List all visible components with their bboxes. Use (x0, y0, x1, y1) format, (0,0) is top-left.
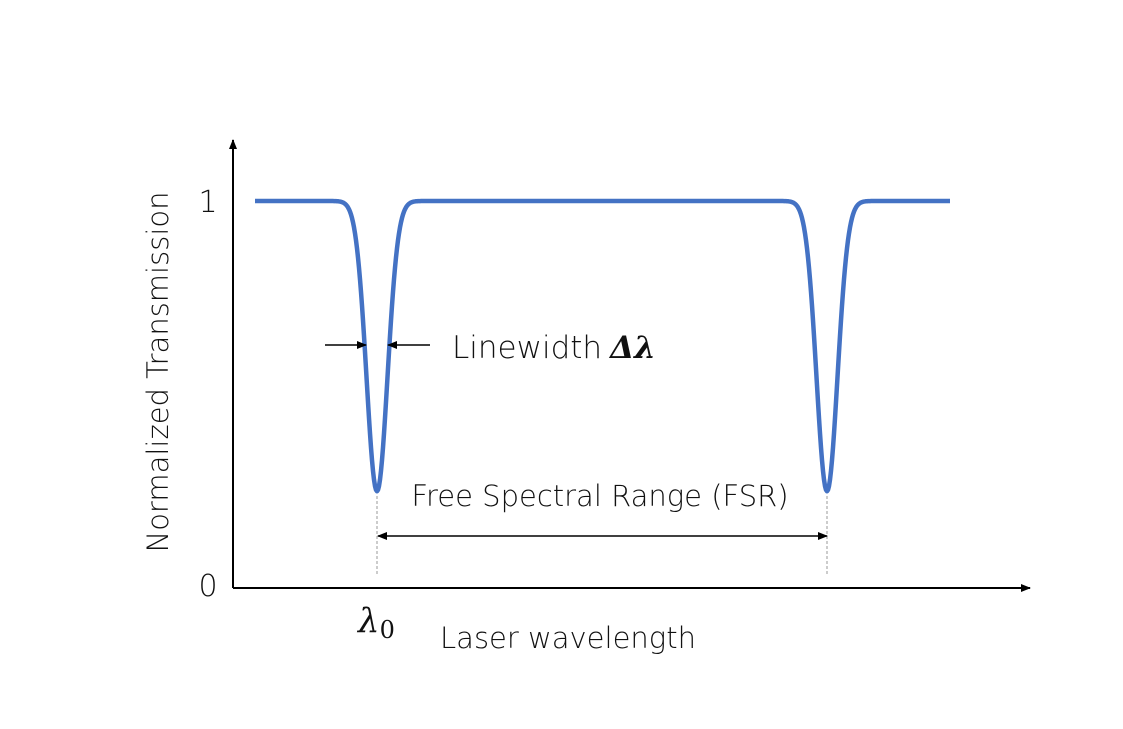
linewidth-label: Linewidth Δλ (452, 330, 656, 366)
transmission-curve (253, 198, 952, 494)
y-tick-1: 1 (198, 185, 217, 220)
lambda0-label: λ0 (356, 601, 395, 644)
y-tick-0: 0 (198, 569, 217, 604)
y-axis-label: Normalized Transmission (141, 191, 175, 552)
fsr-label: Free Spectral Range (FSR) (411, 479, 788, 513)
x-axis-label: Laser wavelength (440, 621, 696, 655)
